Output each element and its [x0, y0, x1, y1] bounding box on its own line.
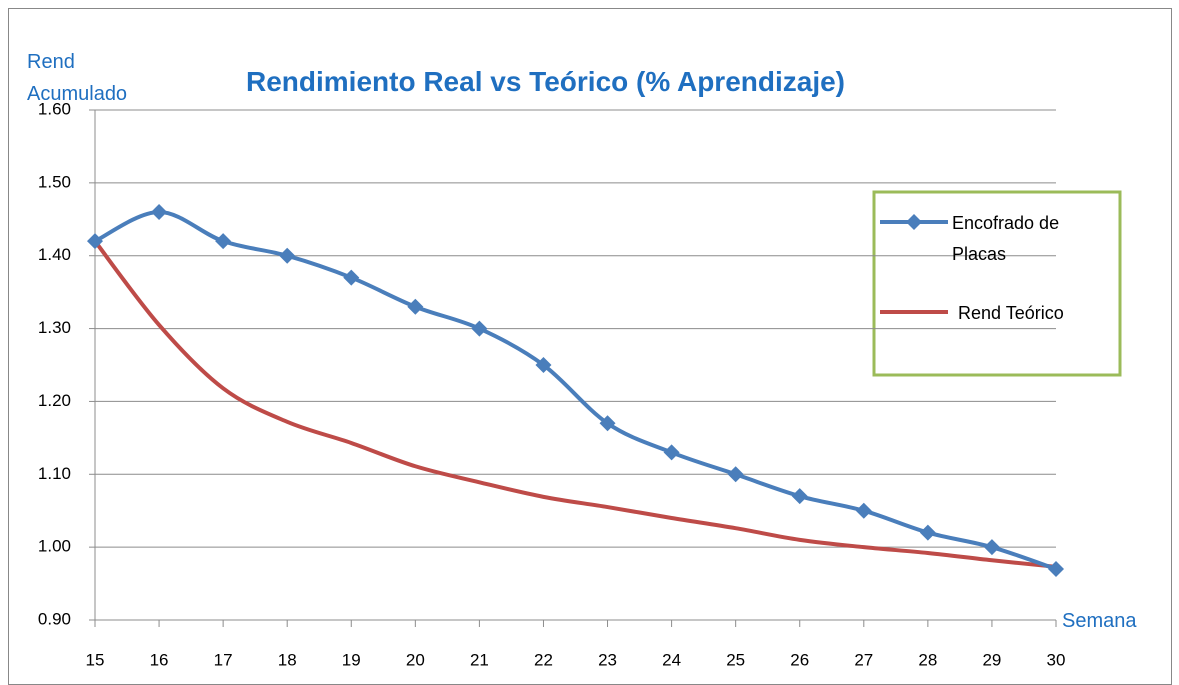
x-tick-label: 18	[278, 650, 297, 669]
x-tick-label: 27	[854, 650, 873, 669]
x-tick-label: 29	[982, 650, 1001, 669]
series-line	[94, 209, 1057, 571]
point-marker	[151, 204, 168, 220]
x-tick-label: 21	[470, 650, 489, 669]
point-marker	[279, 247, 296, 264]
point-marker	[663, 444, 680, 461]
x-tick-label: 19	[342, 650, 361, 669]
y-tick-label: 1.30	[38, 318, 71, 337]
x-tick-label: 24	[662, 650, 681, 669]
x-tick-label: 20	[406, 650, 425, 669]
point-marker	[87, 233, 103, 250]
y-tick-label: 1.10	[38, 464, 71, 483]
x-tick-label: 15	[86, 650, 105, 669]
y-tick-label: 1.20	[38, 391, 71, 410]
point-marker	[343, 269, 360, 286]
x-tick-label: 17	[214, 650, 233, 669]
y-tick-label: 1.60	[38, 99, 71, 118]
point-marker	[791, 488, 808, 505]
point-marker	[855, 502, 872, 519]
x-axis-label: Semana	[1062, 610, 1137, 632]
x-tick-label: 16	[150, 650, 169, 669]
point-marker	[215, 233, 232, 250]
y-tick-label: 1.50	[38, 172, 71, 191]
legend-marker	[906, 214, 922, 230]
legend-label: Rend Teórico	[958, 303, 1064, 323]
x-tick-label: 28	[918, 650, 937, 669]
legend-box	[872, 190, 1122, 377]
x-tick-label: 30	[1047, 650, 1066, 669]
x-tick-label: 26	[790, 650, 809, 669]
point-marker	[471, 320, 488, 337]
point-marker	[407, 298, 424, 315]
x-tick-label: 22	[534, 650, 553, 669]
x-tick-label: 23	[598, 650, 617, 669]
series-line	[93, 239, 1057, 569]
point-marker	[727, 466, 744, 483]
y-tick-label: 1.00	[38, 537, 71, 556]
chart-title: Rendimiento Real vs Teórico (% Aprendiza…	[246, 66, 846, 97]
point-marker	[1048, 561, 1064, 577]
point-marker	[599, 415, 616, 432]
y-axis-label: Rend Acumulado	[27, 51, 128, 105]
y-tick-label: 1.40	[38, 245, 71, 264]
point-marker	[983, 539, 1000, 556]
x-tick-label: 25	[726, 650, 745, 669]
point-marker	[919, 524, 936, 541]
point-marker	[535, 357, 552, 373]
y-tick-label: 0.90	[38, 609, 71, 628]
legend-label: Encofrado de Placas	[952, 213, 1060, 264]
